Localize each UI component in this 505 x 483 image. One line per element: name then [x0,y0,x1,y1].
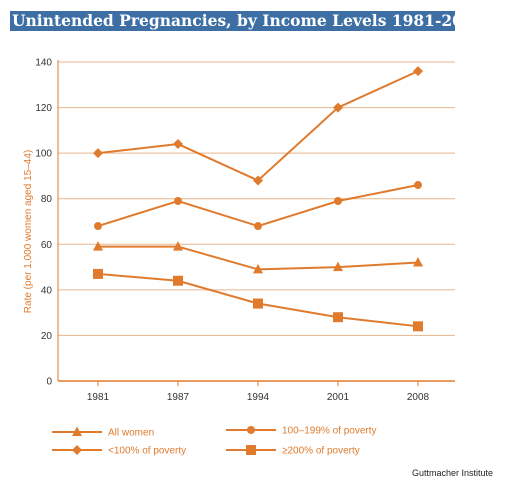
y-tick-label: 60 [41,240,53,251]
series-line [97,70,419,182]
legend: All women 100–199% of poverty <100% of pov… [52,426,377,457]
data-point [333,261,343,272]
legend-marker [246,445,256,455]
legend-marker [247,426,255,434]
series-circle [94,181,422,231]
series-line [97,184,419,228]
x-tick-label: 1981 [87,392,110,403]
data-point [94,222,102,231]
series-lines [93,66,423,332]
y-tick-label: 20 [41,331,53,342]
data-point [413,66,423,77]
legend-item: 100–199% of poverty [226,426,377,437]
legend-item: <100% of poverty [52,445,186,457]
legend-label: ≥200% of poverty [282,446,360,457]
y-tick-label: 120 [35,103,52,114]
x-tick-label: 2001 [327,392,350,403]
gridlines [58,61,455,336]
y-tick-label: 40 [41,285,53,296]
data-point [414,181,422,190]
legend-marker [72,445,82,455]
x-tick-label: 2008 [407,392,430,403]
data-point [413,257,423,267]
data-point [333,102,343,113]
data-point [253,263,263,274]
x-tick-label: 1994 [247,392,270,403]
legend-label: All women [108,428,154,439]
data-point [173,275,183,286]
data-point [333,312,343,323]
x-tick-label: 1987 [167,392,190,403]
source-credit: Guttmacher Institute [411,468,493,478]
axes: 0 20 40 60 80 100 120 140 1981 1987 1994 2001 2008 Ra… [23,58,455,403]
y-axis-label: Rate (per 1,000 women aged 15–44) [23,150,34,313]
data-point [173,241,183,251]
data-point [173,139,183,150]
series-square [93,268,423,332]
data-point [253,298,263,309]
legend-item: ≥200% of poverty [226,445,360,457]
chart-title: Unintended Pregnancies, by Income Levels… [10,11,455,31]
y-tick-label: 80 [41,194,53,205]
data-point [93,148,103,159]
y-tick-label: 100 [35,149,52,160]
legend-marker [72,426,82,436]
data-point [334,196,342,205]
data-point [174,196,182,205]
series-diamond [93,66,423,186]
data-point [93,241,103,251]
legend-item: All women [52,426,154,439]
series-triangle [93,241,423,274]
legend-label: <100% of poverty [108,446,186,457]
data-point [254,222,262,231]
data-point [253,175,263,186]
y-tick-label: 140 [35,58,52,69]
legend-label: 100–199% of poverty [282,426,377,437]
data-point [93,268,103,279]
data-point [413,321,423,332]
y-tick-label: 0 [46,377,52,388]
